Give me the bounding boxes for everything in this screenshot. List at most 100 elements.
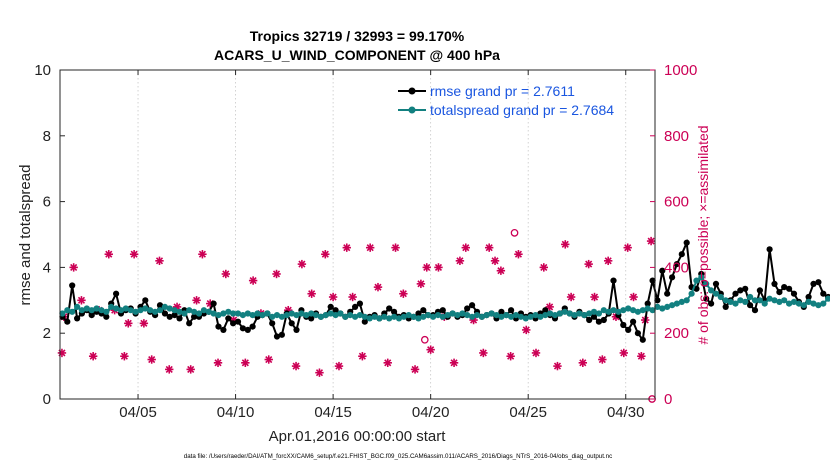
rmse-point (747, 302, 754, 309)
totalspread-point (673, 300, 681, 307)
totalspread-point (317, 313, 324, 320)
obs-marker-stroke (366, 244, 374, 252)
totalspread-point (712, 290, 720, 297)
rmse-point (234, 318, 242, 325)
obs-marker-stroke (140, 319, 148, 327)
totalspread-point (122, 305, 129, 312)
totalspread-point (751, 297, 759, 304)
obs-assimilated-marker (69, 263, 78, 272)
totalspread-point (503, 312, 510, 319)
obs-marker-stroke (507, 352, 515, 360)
totalspread-point (571, 312, 578, 319)
totalspread-point (766, 295, 773, 302)
obs-marker-stroke (321, 250, 329, 258)
totalspread-point (547, 310, 554, 317)
totalspread-point (776, 298, 783, 305)
totalspread-point (430, 313, 437, 320)
totalspread-point (352, 313, 359, 320)
y-tick-label-left: 10 (34, 62, 51, 79)
rmse-point (590, 313, 598, 320)
obs-assimilated-marker (623, 243, 632, 252)
rmse-point (332, 307, 339, 314)
obs-marker-stroke (358, 352, 366, 360)
plot-area (60, 70, 655, 399)
obs-marker-stroke (427, 346, 435, 354)
totalspread-point (820, 300, 827, 307)
obs-assimilated-marker (422, 263, 431, 272)
totalspread-point (825, 295, 830, 302)
totalspread-point (166, 305, 173, 312)
obs-assimilated-marker (479, 348, 488, 358)
rmse-point (649, 277, 656, 284)
totalspread-point (88, 307, 95, 314)
rmse-point (142, 297, 149, 304)
totalspread-point (620, 307, 627, 314)
rmse-point (722, 303, 729, 310)
obs-assimilated-marker (165, 365, 174, 374)
rmse-point (113, 290, 120, 297)
totalspread-point (337, 310, 344, 317)
rmse-point (669, 274, 676, 281)
obs-marker-stroke (105, 250, 113, 258)
totalspread-point (649, 307, 656, 314)
rmse-point (742, 285, 749, 292)
obs-assimilated-marker (455, 256, 465, 266)
totalspread-point (215, 312, 222, 319)
obs-marker-stroke (417, 280, 425, 288)
obs-assimilated-marker (129, 250, 139, 259)
obs-marker-stroke (315, 369, 324, 377)
totalspread-point (269, 313, 276, 320)
obs-assimilated-marker (342, 243, 351, 252)
obs-assimilated-marker (539, 263, 549, 272)
obs-assimilated-marker (578, 358, 588, 368)
rmse-point (654, 297, 661, 304)
obs-marker-stroke (456, 257, 464, 265)
totalspread-point (142, 305, 149, 312)
totalspread-point (551, 312, 559, 319)
rmse-point (634, 330, 642, 337)
obs-marker-stroke (540, 263, 548, 271)
rmse-point (439, 307, 446, 314)
totalspread-point (293, 312, 300, 319)
rmse-point (352, 303, 359, 310)
rmse-point (171, 312, 178, 319)
totalspread-point (273, 312, 281, 319)
totalspread-point (595, 310, 603, 317)
obs-marker-stroke (553, 362, 562, 370)
totalspread-point (195, 310, 203, 317)
obs-assimilated-marker (603, 256, 613, 266)
totalspread-point (361, 313, 368, 320)
totalspread-point (161, 303, 168, 310)
rmse-point (756, 287, 764, 294)
totalspread-point (444, 312, 451, 319)
totalspread-point (498, 313, 505, 320)
y-tick-label-right: 1000 (664, 62, 697, 79)
obs-marker-stroke (214, 359, 222, 367)
totalspread-point (488, 310, 495, 317)
y-tick-label-right: 0 (664, 391, 672, 408)
totalspread-point (561, 308, 568, 315)
obs-assimilated-marker (646, 236, 656, 246)
y-tick-label-right: 800 (664, 128, 689, 145)
rmse-point (361, 318, 368, 325)
totalspread-point (391, 313, 398, 320)
totalspread-point (298, 310, 305, 317)
totalspread-point (278, 313, 285, 320)
obs-assimilated-marker (490, 256, 500, 266)
totalspread-point (786, 300, 793, 307)
rmse-point (508, 307, 515, 314)
totalspread-point (191, 308, 198, 315)
totalspread-point (137, 307, 144, 314)
obs-assimilated-marker (328, 292, 338, 302)
rmse-point (805, 293, 812, 301)
totalspread-point (566, 310, 573, 317)
totalspread-point (732, 300, 739, 307)
obs-assimilated-marker (496, 266, 506, 275)
rmse-point (683, 239, 690, 246)
totalspread-point (815, 302, 822, 309)
rmse-point (620, 321, 627, 329)
rmse-point (278, 331, 285, 338)
totalspread-point (156, 307, 164, 314)
obs-possible-marker (420, 335, 429, 344)
